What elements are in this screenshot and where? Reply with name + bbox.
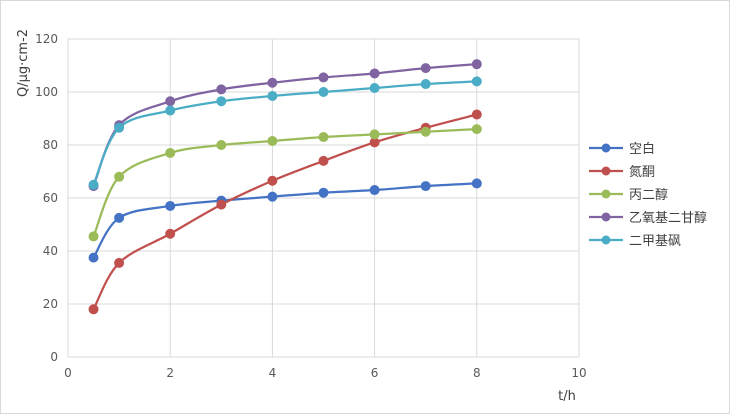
legend-entry-label: 丙二醇 [629,187,668,203]
x-tick-label: 0 [64,366,72,380]
series-0-point [88,252,99,263]
series-0-point [267,191,278,202]
series-4-point [216,96,227,107]
series-2-point [267,136,278,147]
series-1-point [114,257,125,268]
series-0-point [165,200,176,211]
series-3-line [92,63,477,187]
x-tick-label: 2 [166,366,174,380]
series-2-point [165,147,176,158]
legend-entry-label: 二甲基砜 [629,234,681,249]
series-4-point [420,79,431,90]
series-1-point [471,109,482,120]
series-2-point [88,231,99,242]
series-4-point [88,179,99,190]
series-2-point [318,132,329,143]
series-2-point [420,126,431,137]
series-4-point [318,87,329,97]
series-4-point [369,83,380,94]
legend-entry-label: 氮酮 [629,165,655,180]
legend-entry-label: 乙氧基二甘醇 [629,210,707,226]
series-1-point [318,155,329,166]
y-tick-label: 0 [50,350,58,364]
y-tick-label: 20 [43,297,58,311]
grid-layer [67,38,580,358]
legend-swatch-marker [601,166,611,176]
y-tick-label: 100 [35,85,58,99]
series-4-point [471,76,482,87]
series-3-point [165,96,176,107]
series-3-point [471,59,482,70]
series-3-point [420,63,431,74]
series-1-point [267,175,278,186]
legend-swatch-marker [601,235,611,245]
series-0-line [92,182,477,259]
series-3-point [369,68,380,79]
x-tick-label: 4 [269,366,277,380]
legend-swatch-marker [601,212,611,222]
x-tick-label: 10 [571,366,586,380]
axis-layer: 0 20 40 60 80 100 120 0 2 4 6 8 10 [35,32,587,380]
series-4-point [165,105,176,116]
x-tick-label: 6 [371,366,379,380]
series-2-point [369,129,380,140]
series-2-point [114,171,125,182]
x-tick-label: 8 [473,366,481,380]
series-0-point [318,187,329,198]
series-2-point [216,140,227,150]
series-3-point [318,72,329,83]
series-2-point [471,124,482,135]
y-tick-label: 60 [43,191,58,205]
series-4-point [267,90,278,101]
legend-swatch-marker [601,189,611,199]
series-layer [88,59,482,315]
y-tick-label: 40 [43,244,58,258]
series-0-point [420,181,431,192]
series-1-line [92,113,478,310]
legend-entry-label: 空白 [629,141,655,157]
y-tick-label: 80 [43,138,58,152]
series-3-point [216,84,227,95]
series-3-point [267,77,278,88]
series-1-point [88,304,99,315]
legend-swatch-marker [601,143,611,153]
series-4-point [114,122,125,133]
series-0-point [471,178,482,189]
y-axis-title: Q/μg·cm-2 [16,29,31,97]
series-1-point [165,228,176,239]
series-0-point [369,185,380,196]
y-tick-label: 120 [35,32,58,46]
series-0-point [114,212,125,223]
series-1-point [216,199,227,210]
x-axis-title: t/h [558,389,576,404]
